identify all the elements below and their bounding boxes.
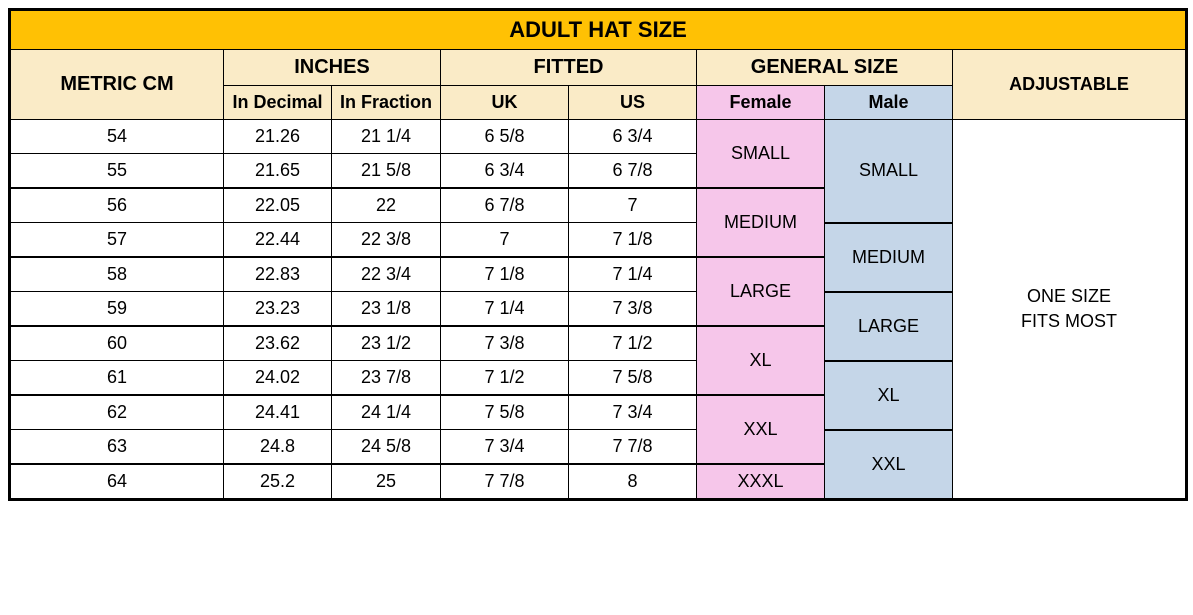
cell-uk: 7 <box>441 223 569 258</box>
cell-dec: 24.41 <box>224 395 332 430</box>
cell-frac: 22 3/4 <box>332 257 441 292</box>
cell-uk: 6 3/4 <box>441 154 569 189</box>
adjustable-cell: ONE SIZE FITS MOST <box>953 120 1187 500</box>
cell-us: 7 3/8 <box>569 292 697 327</box>
cell-us: 7 <box>569 188 697 223</box>
cell-dec: 25.2 <box>224 464 332 500</box>
cell-cm: 61 <box>10 361 224 396</box>
cell-us: 7 7/8 <box>569 430 697 465</box>
cell-dec: 23.62 <box>224 326 332 361</box>
cell-uk: 7 5/8 <box>441 395 569 430</box>
header-male: Male <box>825 86 953 120</box>
header-female: Female <box>697 86 825 120</box>
female-medium: MEDIUM <box>697 188 825 257</box>
adjustable-line1: ONE SIZE <box>1027 286 1111 306</box>
header-fitted: FITTED <box>441 50 697 86</box>
cell-frac: 23 7/8 <box>332 361 441 396</box>
cell-uk: 6 5/8 <box>441 120 569 154</box>
header-uk: UK <box>441 86 569 120</box>
cell-uk: 7 7/8 <box>441 464 569 500</box>
table-title: ADULT HAT SIZE <box>10 10 1187 50</box>
cell-cm: 63 <box>10 430 224 465</box>
female-xl: XL <box>697 326 825 395</box>
cell-cm: 56 <box>10 188 224 223</box>
male-large: LARGE <box>825 292 953 361</box>
header-in-fraction: In Fraction <box>332 86 441 120</box>
header-metric: METRIC CM <box>10 50 224 120</box>
cell-cm: 54 <box>10 120 224 154</box>
cell-dec: 22.05 <box>224 188 332 223</box>
header-inches: INCHES <box>224 50 441 86</box>
cell-us: 7 1/2 <box>569 326 697 361</box>
cell-frac: 25 <box>332 464 441 500</box>
cell-uk: 7 3/8 <box>441 326 569 361</box>
cell-uk: 7 1/2 <box>441 361 569 396</box>
cell-cm: 64 <box>10 464 224 500</box>
cell-us: 6 7/8 <box>569 154 697 189</box>
data-row: 54 21.26 21 1/4 6 5/8 6 3/4 SMALL SMALL … <box>10 120 1187 154</box>
cell-uk: 6 7/8 <box>441 188 569 223</box>
cell-us: 6 3/4 <box>569 120 697 154</box>
adjustable-line2: FITS MOST <box>1021 311 1117 331</box>
female-xxl: XXL <box>697 395 825 464</box>
cell-us: 7 1/4 <box>569 257 697 292</box>
cell-cm: 58 <box>10 257 224 292</box>
cell-cm: 60 <box>10 326 224 361</box>
cell-frac: 22 <box>332 188 441 223</box>
hat-size-table: ADULT HAT SIZE METRIC CM INCHES FITTED G… <box>8 8 1188 501</box>
cell-uk: 7 3/4 <box>441 430 569 465</box>
cell-dec: 22.83 <box>224 257 332 292</box>
cell-us: 7 3/4 <box>569 395 697 430</box>
cell-frac: 23 1/8 <box>332 292 441 327</box>
cell-dec: 24.02 <box>224 361 332 396</box>
cell-us: 7 1/8 <box>569 223 697 258</box>
title-row: ADULT HAT SIZE <box>10 10 1187 50</box>
cell-frac: 22 3/8 <box>332 223 441 258</box>
male-small: SMALL <box>825 120 953 223</box>
header-adjustable: ADJUSTABLE <box>953 50 1187 120</box>
female-large: LARGE <box>697 257 825 326</box>
male-medium: MEDIUM <box>825 223 953 292</box>
male-xxl: XXL <box>825 430 953 500</box>
cell-frac: 24 5/8 <box>332 430 441 465</box>
cell-frac: 21 1/4 <box>332 120 441 154</box>
cell-us: 8 <box>569 464 697 500</box>
cell-dec: 23.23 <box>224 292 332 327</box>
female-xxxl: XXXL <box>697 464 825 500</box>
cell-frac: 23 1/2 <box>332 326 441 361</box>
cell-uk: 7 1/4 <box>441 292 569 327</box>
cell-dec: 21.26 <box>224 120 332 154</box>
header-row-1: METRIC CM INCHES FITTED GENERAL SIZE ADJ… <box>10 50 1187 86</box>
cell-dec: 21.65 <box>224 154 332 189</box>
header-us: US <box>569 86 697 120</box>
cell-frac: 21 5/8 <box>332 154 441 189</box>
female-small: SMALL <box>697 120 825 189</box>
male-xl: XL <box>825 361 953 430</box>
cell-cm: 55 <box>10 154 224 189</box>
cell-us: 7 5/8 <box>569 361 697 396</box>
header-in-decimal: In Decimal <box>224 86 332 120</box>
cell-dec: 24.8 <box>224 430 332 465</box>
cell-frac: 24 1/4 <box>332 395 441 430</box>
cell-dec: 22.44 <box>224 223 332 258</box>
cell-cm: 59 <box>10 292 224 327</box>
cell-cm: 57 <box>10 223 224 258</box>
cell-cm: 62 <box>10 395 224 430</box>
cell-uk: 7 1/8 <box>441 257 569 292</box>
header-general: GENERAL SIZE <box>697 50 953 86</box>
